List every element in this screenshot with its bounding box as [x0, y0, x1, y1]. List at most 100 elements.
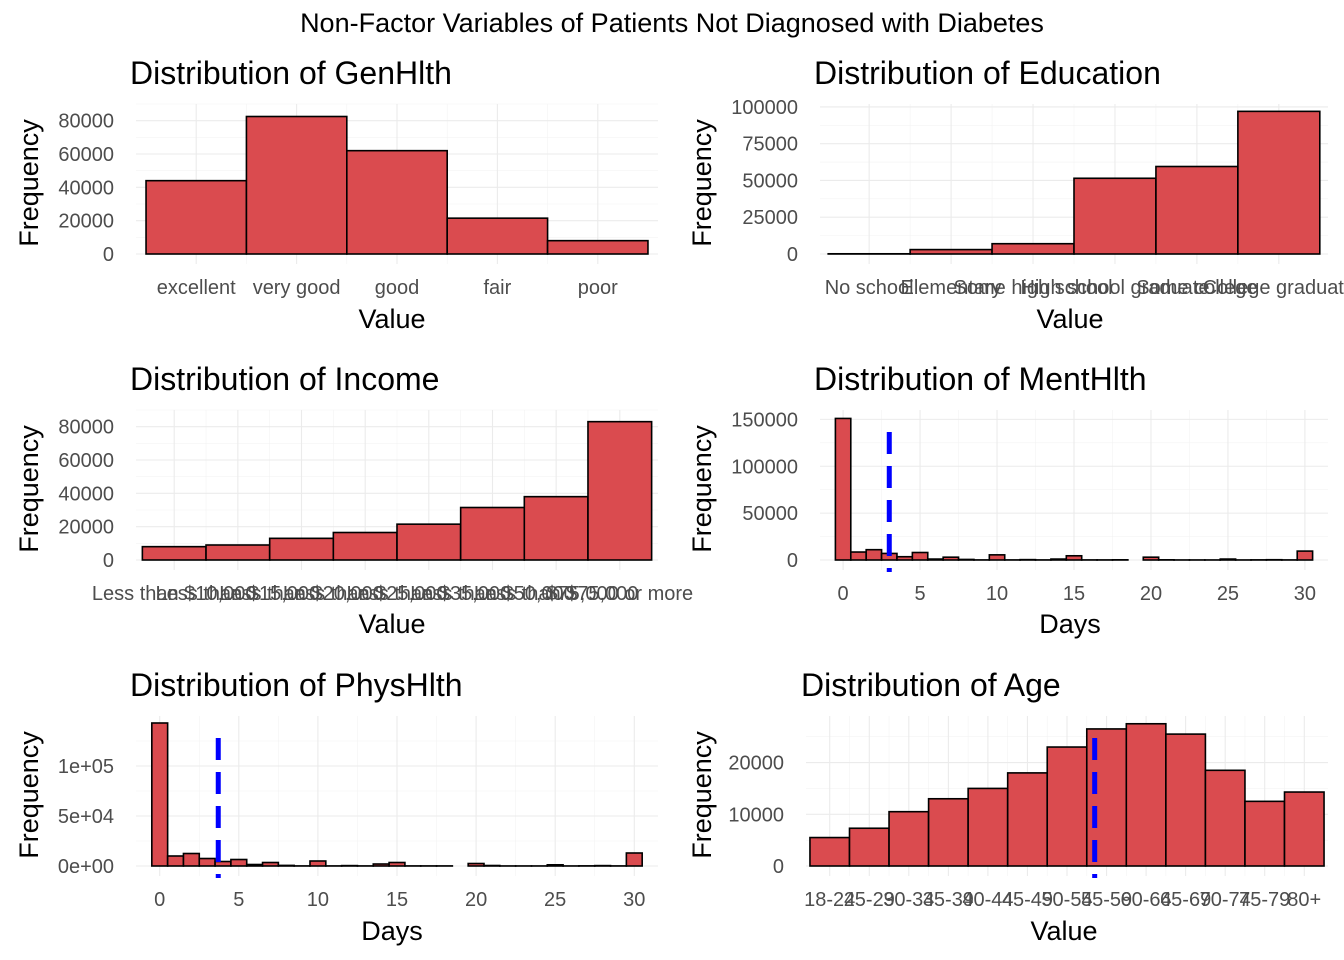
y-tick-label-age: 20000: [728, 753, 784, 775]
bar-physhlth-6: [245, 863, 264, 867]
bars-physhlth: [151, 722, 643, 878]
bar-age-4: [967, 787, 1009, 867]
bar-menthlth-5: [911, 551, 929, 561]
bar-physhlth-14: [372, 863, 390, 867]
bar-physhlth-30: [625, 852, 643, 867]
x-ticks-age: 18-2425-2930-3435-3940-4445-4950-5455-59…: [804, 889, 1321, 911]
bar-menthlth-4: [896, 555, 914, 561]
bar-genhlth-3: [446, 217, 549, 255]
x-tick-label-age: 60-64: [1121, 889, 1172, 911]
bar-income-1: [205, 544, 271, 561]
x-tick-label-genhlth: fair: [483, 277, 511, 299]
y-tick-label-education: 50000: [742, 170, 798, 192]
panel-age: Distribution of Age Value Frequency 18-2…: [687, 667, 1328, 946]
plot-area-genhlth: excellent very good good fair poor 0 20000 400…: [58, 103, 658, 299]
bar-genhlth-1: [245, 115, 348, 255]
bars-income: [141, 420, 653, 561]
y-tick-label-genhlth: 20000: [58, 211, 114, 233]
panel-title-menthlth: Distribution of MentHlth: [814, 361, 1147, 397]
x-tick-label-income: Less than $50,000: [410, 583, 575, 605]
bar-income-4: [396, 523, 462, 561]
bar-genhlth-0: [145, 179, 248, 255]
bar-income-7: [587, 420, 653, 561]
panel-menthlth: Distribution of MentHlth Days Frequency …: [687, 361, 1328, 639]
y-tick-label-education: 0: [787, 244, 798, 266]
x-tick-label-age: 45-49: [1002, 889, 1053, 911]
x-tick-label-age: 55-59: [1081, 889, 1132, 911]
bar-income-2: [268, 537, 335, 561]
y-tick-label-genhlth: 60000: [58, 144, 114, 166]
x-tick-label-genhlth: poor: [578, 277, 618, 299]
plot-area-physhlth: 0 5 10 15 20 25 30 0e+00 5e+04 1e+05: [58, 716, 658, 911]
bar-education-3: [1073, 177, 1157, 255]
x-tick-label-age: 80+: [1287, 889, 1321, 911]
plot-area-menthlth: 0 5 10 15 20 25 30 0 50000 100000 150000: [731, 409, 1328, 605]
x-tick-label-physhlth: 5: [233, 889, 244, 911]
bar-income-0: [141, 545, 207, 561]
y-tick-label-genhlth: 0: [103, 244, 114, 266]
bar-physhlth-1: [166, 855, 185, 867]
y-tick-label-menthlth: 0: [787, 550, 798, 572]
y-tick-label-income: 0: [103, 550, 114, 572]
x-tick-label-menthlth: 15: [1063, 583, 1085, 605]
bar-education-4: [1155, 165, 1239, 255]
bar-menthlth-7: [942, 556, 960, 561]
bar-menthlth-20: [1142, 556, 1160, 561]
x-axis-title-physhlth: Days: [361, 916, 423, 946]
y-ticks-genhlth: 0 20000 40000 60000 80000: [58, 111, 114, 266]
bars-age: [809, 722, 1325, 878]
x-tick-label-education: College graduate: [1203, 277, 1344, 299]
y-tick-label-income: 20000: [58, 517, 114, 539]
bars-genhlth: [145, 115, 649, 255]
x-tick-label-education: No school: [825, 277, 914, 299]
figure-title: Non-Factor Variables of Patients Not Dia…: [300, 8, 1044, 38]
x-tick-label-menthlth: 5: [914, 583, 925, 605]
bar-physhlth-15: [388, 861, 406, 867]
grid-menthlth: [820, 410, 1328, 570]
y-tick-label-income: 80000: [58, 417, 114, 439]
y-tick-label-menthlth: 150000: [731, 409, 798, 431]
bar-physhlth-25: [546, 863, 564, 867]
bar-genhlth-2: [346, 149, 448, 255]
y-axis-title-education: Frequency: [687, 119, 717, 247]
x-tick-label-education: Some college: [1136, 277, 1257, 299]
bar-income-3: [332, 531, 398, 561]
bar-menthlth-2: [865, 548, 883, 561]
y-ticks-age: 0 10000 20000: [728, 753, 784, 878]
bar-age-10: [1204, 769, 1246, 867]
x-tick-label-age: 18-24: [804, 889, 855, 911]
y-axis-title-age: Frequency: [687, 731, 717, 859]
panel-genhlth: Distribution of GenHlth Value Frequency …: [14, 55, 658, 334]
y-axis-title-genhlth: Frequency: [14, 119, 44, 247]
y-tick-label-education: 100000: [731, 97, 798, 119]
bar-age-11: [1244, 800, 1286, 867]
x-tick-label-age: 65-69: [1160, 889, 1211, 911]
panel-title-income: Distribution of Income: [130, 361, 439, 397]
x-tick-label-physhlth: 25: [544, 889, 566, 911]
x-axis-title-menthlth: Days: [1039, 609, 1101, 639]
x-tick-label-age: 50-54: [1041, 889, 1092, 911]
y-ticks-physhlth: 0e+00 5e+04 1e+05: [58, 756, 114, 878]
bar-education-2: [991, 242, 1075, 255]
panel-title-genhlth: Distribution of GenHlth: [130, 55, 452, 91]
y-tick-label-menthlth: 100000: [731, 456, 798, 478]
x-tick-label-income: Less than $20,000: [219, 583, 384, 605]
x-tick-label-income: Less than $25,000: [283, 583, 448, 605]
bar-menthlth-1: [849, 551, 867, 561]
x-tick-label-genhlth: excellent: [157, 277, 236, 299]
bar-menthlth-30: [1296, 550, 1314, 561]
x-tick-label-age: 30-34: [883, 889, 934, 911]
bar-menthlth-14: [1050, 558, 1068, 561]
bar-age-12: [1283, 791, 1325, 867]
bar-age-0: [809, 836, 851, 867]
bar-age-6: [1046, 746, 1088, 867]
y-axis-title-physhlth: Frequency: [14, 731, 44, 859]
y-tick-label-physhlth: 0e+00: [58, 856, 114, 878]
bar-age-1: [848, 827, 890, 867]
x-tick-label-income: $75,000 or more: [546, 583, 693, 605]
x-ticks-genhlth: excellent very good good fair poor: [157, 277, 618, 299]
plot-area-age: 18-2425-2930-3435-3940-4445-4950-5455-59…: [728, 716, 1328, 911]
bar-physhlth-0: [151, 722, 169, 867]
